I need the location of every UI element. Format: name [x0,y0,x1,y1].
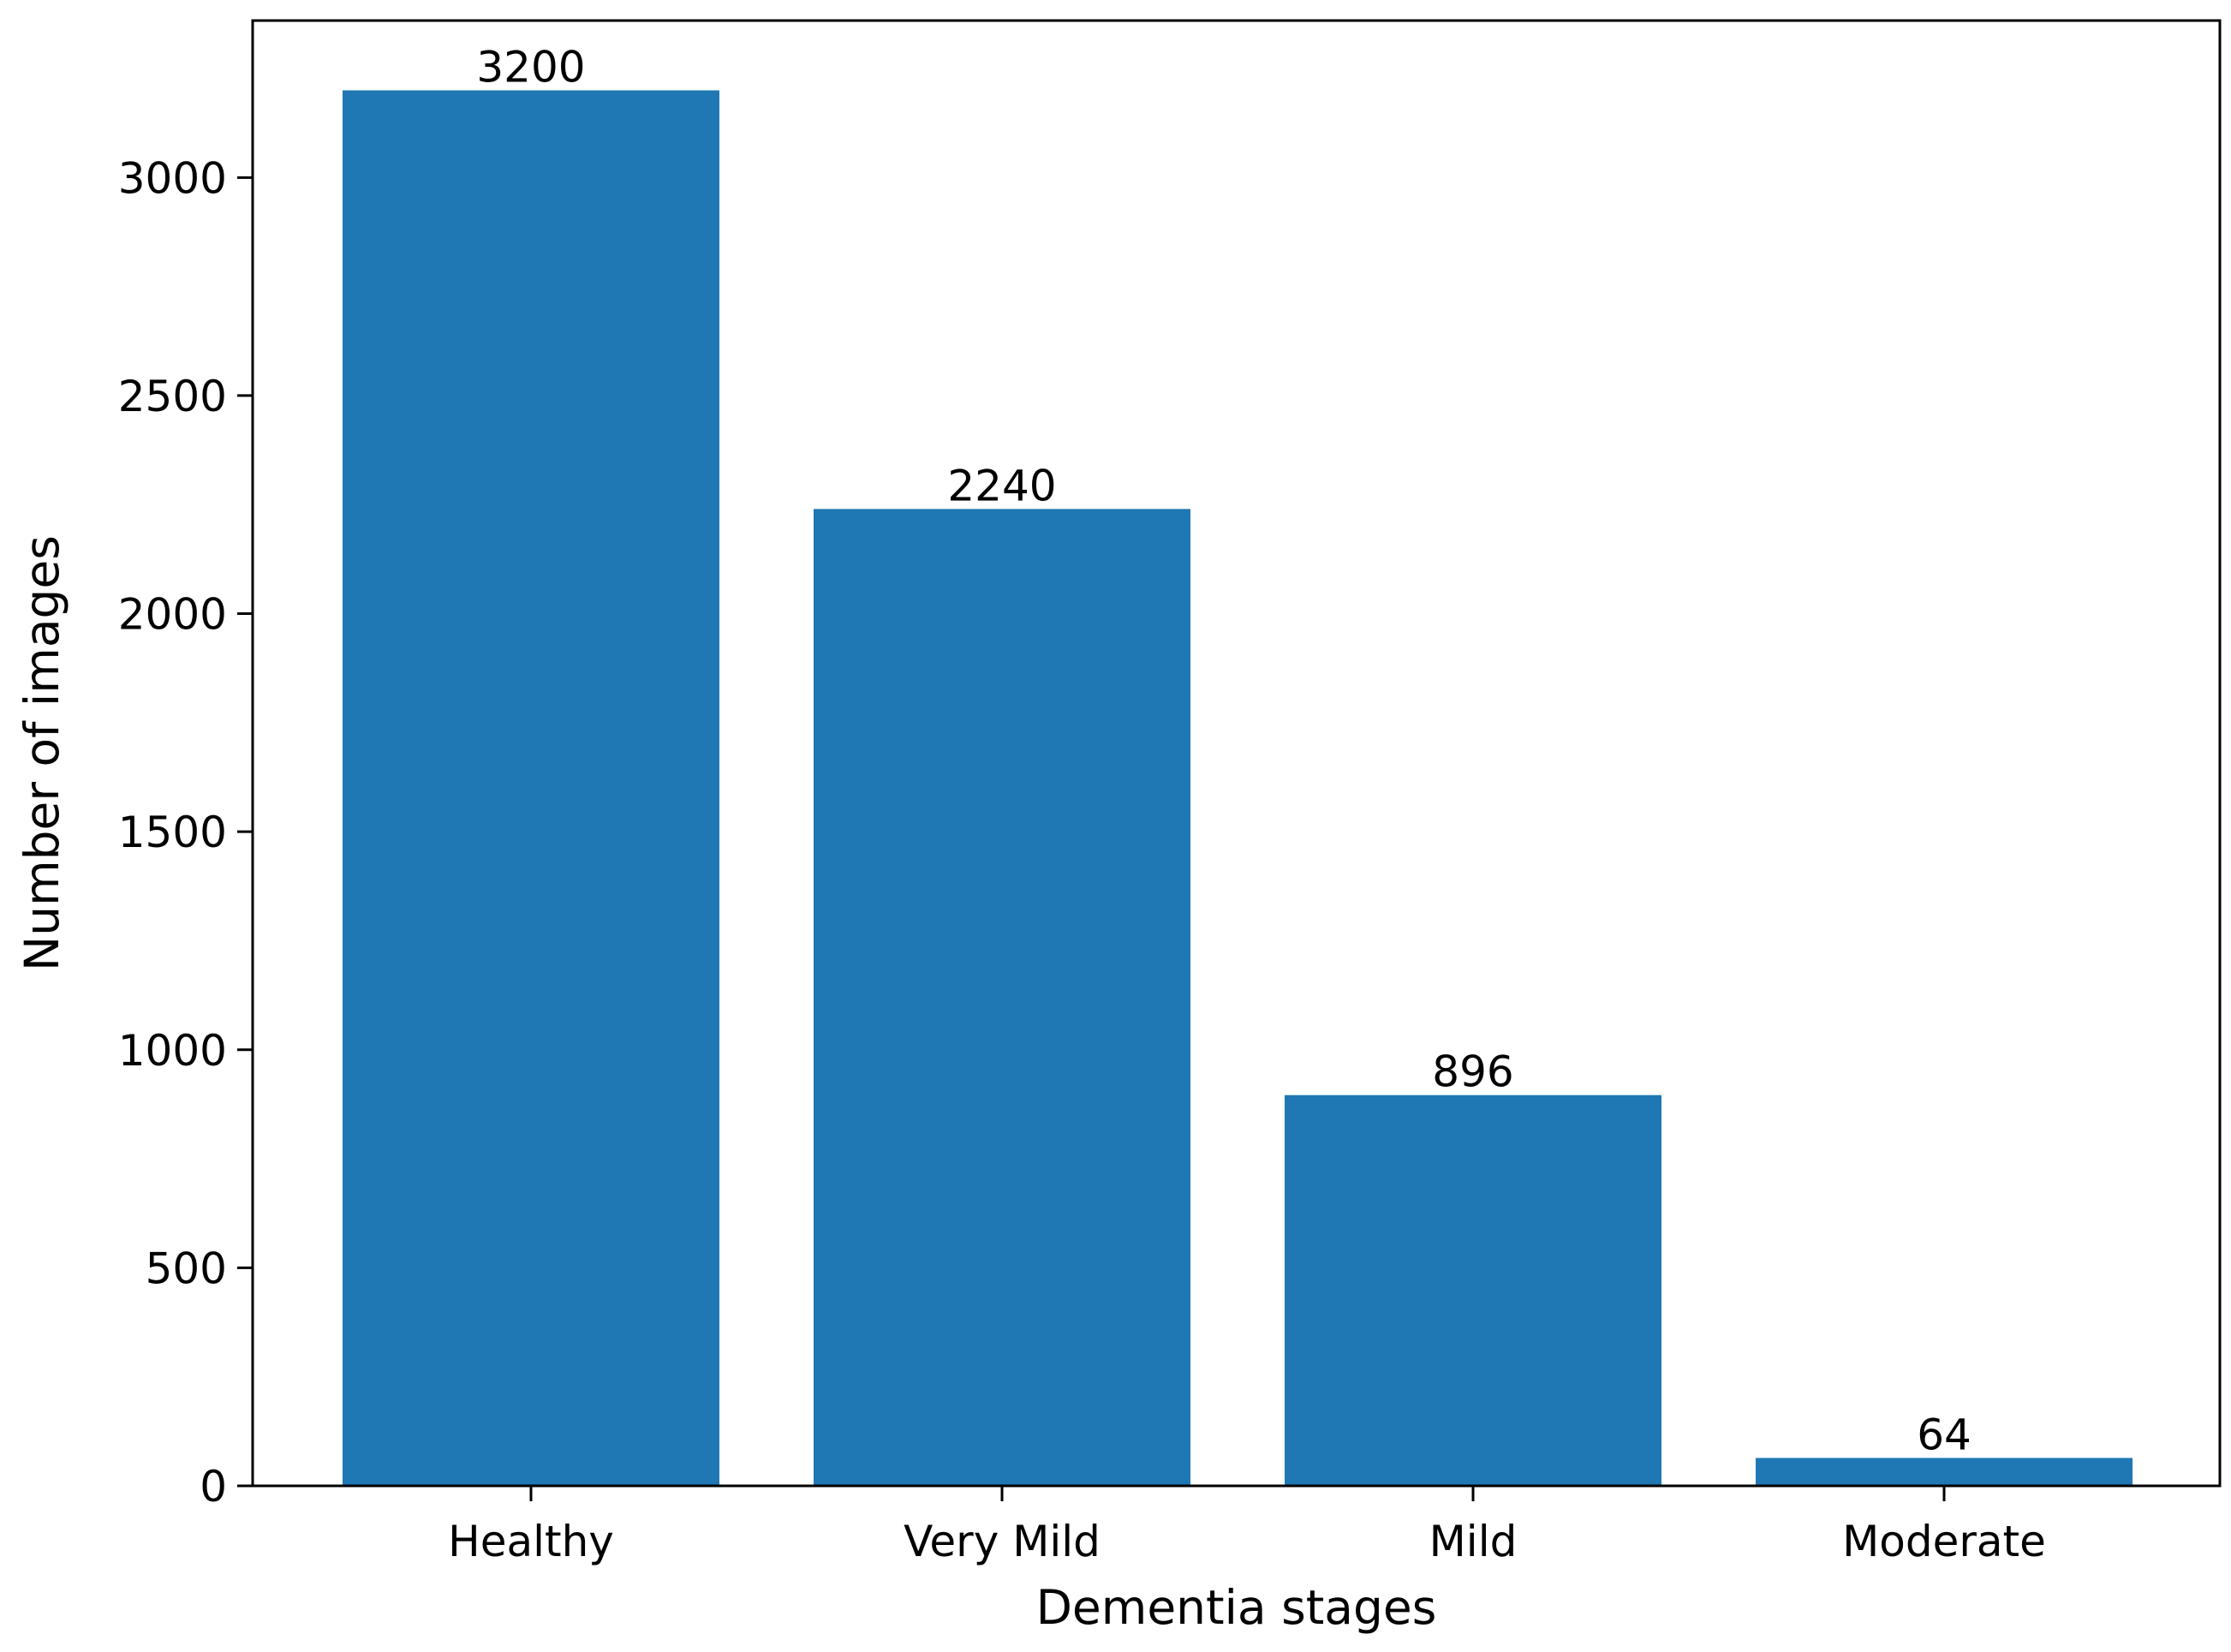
ticks-layer: Healthy Very Mild Mild Moderate 0 500 1000 1500… [118,153,2046,1566]
data-label-healthy: 3200 [476,42,585,92]
y-tick-label-3000: 3000 [118,153,227,203]
y-tick-label-0: 0 [200,1462,227,1512]
y-tick-label-2500: 2500 [118,372,227,421]
y-tick-label-500: 500 [146,1243,227,1293]
y-tick-label-2000: 2000 [118,590,227,640]
bar-healthy [343,90,719,1486]
x-tick-label-healthy: Healthy [448,1517,614,1566]
x-tick-label-moderate: Moderate [1842,1517,2046,1566]
x-tick-label-mild: Mild [1429,1517,1518,1566]
x-axis-label: Dementia stages [1036,1580,1437,1635]
bar-very-mild [814,509,1190,1487]
data-label-moderate: 64 [1917,1410,1972,1459]
y-tick-label-1500: 1500 [118,808,227,857]
data-label-very-mild: 2240 [947,461,1056,510]
data-label-mild: 896 [1432,1047,1513,1097]
y-tick-label-1000: 1000 [118,1026,227,1076]
bar-mild [1285,1094,1661,1486]
x-tick-label-very-mild: Very Mild [904,1517,1101,1566]
y-axis-label: Number of images [15,535,69,971]
plot-frame [251,19,2222,1488]
bar-moderate [1756,1458,2133,1486]
bars-layer: 3200 2240 896 64 [343,42,2133,1487]
